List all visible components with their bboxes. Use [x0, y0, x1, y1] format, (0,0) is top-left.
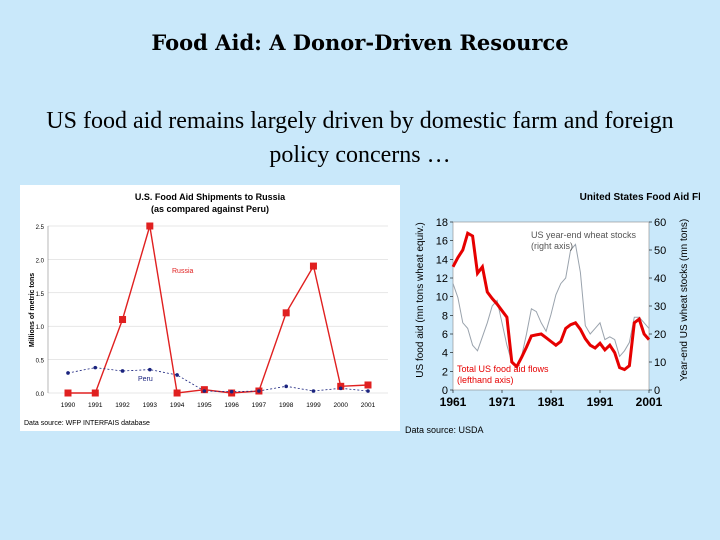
russia-point: [91, 389, 99, 397]
peru-point: [175, 373, 179, 377]
russia-point: [173, 389, 181, 397]
y-tick-label: 2.0: [36, 258, 45, 264]
x-tick-label: 1999: [306, 402, 321, 409]
peru-point: [148, 367, 152, 372]
russia-peru-chart: U.S. Food Aid Shipments to Russia (as co…: [20, 185, 400, 431]
left-tick-label: 16: [436, 236, 448, 248]
y-tick-label: 0.0: [36, 392, 45, 398]
russia-point: [337, 382, 345, 390]
right-tick-label: 50: [654, 245, 666, 257]
peru-point: [93, 365, 98, 370]
left-tick-label: 18: [436, 217, 448, 229]
russia-point: [64, 389, 72, 397]
x-tick-label: 2001: [636, 395, 663, 409]
x-tick-label: 1998: [279, 402, 294, 409]
chart-subtitle: (as compared against Peru): [151, 204, 269, 214]
x-tick-label: 1990: [61, 402, 76, 409]
series-label-peru: Peru: [138, 376, 153, 383]
x-tick-label: 1961: [440, 395, 467, 409]
right-axis-label: Year-end US wheat stocks (mn tons): [679, 219, 690, 381]
x-tick-label: 1981: [538, 395, 565, 409]
peru-point: [202, 389, 207, 393]
peru-point: [229, 389, 234, 394]
russia-point: [146, 222, 154, 230]
x-tick-label: 1992: [115, 402, 130, 409]
annotation-stocks: US year-end wheat stocks: [531, 230, 637, 240]
x-tick-label: 2001: [361, 402, 376, 409]
right-tick-label: 10: [654, 357, 666, 369]
x-tick-label: 1991: [88, 402, 103, 409]
us-food-aid-flows-chart: United States Food Aid Flows US food aid…: [405, 192, 700, 435]
y-tick-label: 0.5: [36, 359, 45, 365]
annotation-stocks-axis: (right axis): [531, 241, 573, 251]
peru-point: [120, 369, 125, 373]
left-tick-label: 12: [436, 273, 448, 285]
food-aid-line: [451, 230, 651, 372]
peru-point: [338, 386, 343, 391]
left-tick-label: 6: [442, 329, 448, 341]
x-tick-label: 1995: [197, 402, 212, 409]
peru-point: [366, 389, 370, 393]
right-tick-label: 30: [654, 301, 666, 313]
series-points: [64, 222, 372, 397]
series-line-peru: [67, 367, 369, 393]
series-line-russia: [68, 225, 369, 394]
chart-background: [20, 185, 400, 431]
series-lines: [67, 225, 369, 394]
x-tick-label: 1991: [587, 395, 614, 409]
peru-point: [66, 371, 70, 375]
x-tick-label: 1971: [489, 395, 516, 409]
slide-subtitle: US food aid remains largely driven by do…: [46, 108, 674, 168]
right-tick-label: 60: [654, 217, 666, 229]
x-tick-label: 2000: [333, 402, 348, 409]
data-source: Data source: USDA: [405, 425, 484, 435]
peru-point: [257, 389, 261, 393]
left-axis-label: US food aid (mn tons wheat equiv.): [415, 222, 426, 377]
chart-title: U.S. Food Aid Shipments to Russia: [135, 192, 286, 202]
russia-point: [364, 381, 372, 389]
plot-gridlines: [47, 225, 388, 394]
x-tick-label: 1993: [143, 402, 158, 409]
annotation-aid-axis: (lefthand axis): [457, 375, 514, 385]
x-tick-label: 1996: [224, 402, 239, 409]
series-lines: [451, 230, 651, 372]
annotation-aid: Total US food aid flows: [457, 364, 549, 374]
right-tick-label: 40: [654, 273, 666, 285]
data-source: Data source: WFP INTERFAIS database: [24, 420, 150, 427]
russia-point: [309, 262, 317, 270]
y-tick-label: 1.0: [36, 325, 45, 331]
y-axis-label: Millions of metric tons: [29, 273, 36, 347]
peru-point: [311, 389, 316, 393]
left-tick-label: 2: [442, 366, 448, 378]
left-tick-label: 10: [436, 292, 448, 304]
wheat-stocks-line: [452, 243, 650, 369]
slide-title: Food Aid: A Donor-Driven Resource: [151, 30, 569, 55]
left-tick-label: 4: [442, 348, 448, 360]
left-tick-label: 8: [442, 310, 448, 322]
russia-point: [282, 309, 290, 317]
y-tick-label: 1.5: [36, 292, 45, 298]
series-label-russia: Russia: [172, 268, 194, 275]
peru-point: [284, 384, 288, 389]
axis-ticks: 0 2 4 6 8 10 12 14 16 18 0 10 20 30 40 50 60 1961 1971 1981…: [436, 217, 667, 409]
x-tick-labels: 1990 1991 1992 1993 1994 1995 1996 1997 1998 1999…: [61, 402, 376, 409]
right-tick-label: 20: [654, 329, 666, 341]
left-tick-label: 0: [442, 385, 448, 397]
right-tick-label: 0: [654, 385, 660, 397]
x-tick-label: 1994: [170, 402, 185, 409]
chart-title: United States Food Aid Flows: [580, 192, 700, 203]
left-tick-label: 14: [436, 254, 448, 266]
y-tick-labels: 0.0 0.5 1.0 1.5 2.0 2.5: [36, 225, 45, 398]
y-tick-label: 2.5: [36, 225, 45, 231]
russia-point: [119, 316, 127, 324]
x-tick-label: 1997: [252, 402, 267, 409]
